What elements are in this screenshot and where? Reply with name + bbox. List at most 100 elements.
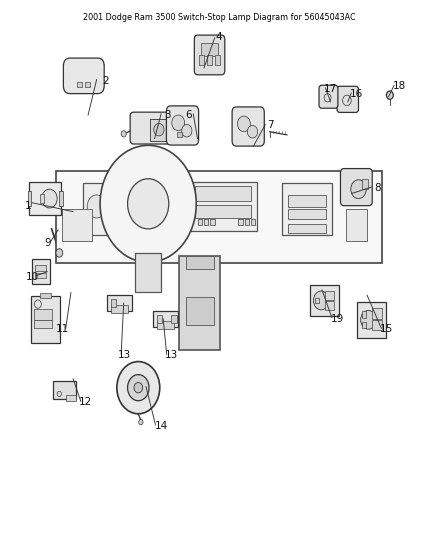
Bar	[157, 321, 173, 329]
Bar	[325, 290, 335, 300]
Circle shape	[314, 291, 329, 310]
Bar	[35, 265, 46, 271]
Bar	[362, 311, 366, 318]
Text: 18: 18	[392, 82, 406, 91]
Bar	[66, 395, 76, 401]
FancyBboxPatch shape	[337, 86, 358, 112]
Circle shape	[127, 375, 149, 401]
Text: 14: 14	[155, 421, 168, 431]
Bar	[288, 224, 326, 233]
Circle shape	[247, 125, 258, 138]
Text: 15: 15	[380, 324, 393, 334]
Bar	[288, 196, 326, 207]
Text: 12: 12	[79, 397, 92, 407]
Bar	[372, 308, 381, 319]
Text: 1: 1	[25, 201, 31, 212]
Text: 2: 2	[102, 76, 109, 86]
Bar	[186, 256, 214, 269]
Circle shape	[360, 310, 376, 329]
Bar	[325, 302, 335, 310]
Bar	[245, 219, 249, 225]
Bar	[372, 320, 381, 330]
Circle shape	[386, 91, 393, 99]
FancyBboxPatch shape	[166, 106, 198, 145]
Text: 4: 4	[215, 31, 223, 42]
Bar	[150, 119, 168, 141]
Bar	[59, 191, 63, 206]
Bar	[40, 194, 44, 203]
Bar	[35, 273, 46, 278]
Circle shape	[42, 189, 57, 208]
Bar	[251, 219, 255, 225]
Bar	[201, 43, 218, 56]
Bar	[157, 315, 162, 322]
Text: 19: 19	[330, 314, 344, 324]
Bar	[346, 208, 367, 241]
Bar	[362, 322, 366, 328]
Circle shape	[117, 361, 160, 414]
Bar	[315, 298, 319, 303]
Bar	[35, 320, 52, 328]
Bar	[171, 315, 177, 322]
Circle shape	[351, 180, 366, 199]
Bar	[111, 305, 127, 313]
Text: 2001 Dodge Ram 3500 Switch-Stop Lamp Diagram for 56045043AC: 2001 Dodge Ram 3500 Switch-Stop Lamp Dia…	[83, 13, 355, 22]
Bar	[190, 182, 257, 231]
Circle shape	[87, 195, 106, 218]
Bar	[83, 183, 128, 235]
Text: 7: 7	[267, 120, 274, 131]
Bar	[207, 55, 212, 65]
Bar	[283, 183, 332, 235]
Text: 13: 13	[165, 350, 178, 360]
FancyBboxPatch shape	[64, 58, 104, 94]
Text: 16: 16	[350, 89, 363, 99]
Bar	[32, 259, 50, 284]
Bar	[186, 296, 214, 325]
FancyBboxPatch shape	[194, 35, 225, 75]
Bar	[362, 179, 367, 189]
Bar	[135, 253, 161, 293]
Bar	[29, 182, 61, 215]
Bar	[35, 309, 52, 320]
Bar	[53, 381, 76, 399]
Bar	[210, 219, 215, 225]
Circle shape	[154, 123, 164, 136]
Bar	[288, 209, 326, 220]
Text: 13: 13	[118, 350, 131, 360]
Bar	[40, 293, 50, 298]
Bar	[310, 285, 339, 316]
FancyBboxPatch shape	[232, 107, 264, 146]
Bar	[198, 219, 202, 225]
Text: 3: 3	[164, 110, 171, 120]
Circle shape	[56, 249, 63, 257]
Circle shape	[100, 146, 196, 262]
Bar	[107, 295, 132, 311]
FancyBboxPatch shape	[130, 112, 175, 144]
Bar	[31, 296, 60, 343]
Circle shape	[104, 195, 123, 218]
Bar	[238, 219, 243, 225]
Text: 6: 6	[186, 110, 192, 120]
Bar	[179, 256, 220, 350]
Bar	[357, 302, 386, 337]
FancyBboxPatch shape	[340, 168, 372, 206]
Bar	[204, 219, 208, 225]
Bar	[77, 82, 82, 87]
Circle shape	[134, 383, 143, 393]
Bar	[153, 311, 178, 327]
Circle shape	[172, 115, 185, 131]
Bar	[28, 191, 31, 206]
Circle shape	[182, 124, 192, 137]
Bar	[215, 55, 220, 65]
Text: 11: 11	[56, 324, 69, 334]
Text: 8: 8	[374, 183, 381, 193]
FancyBboxPatch shape	[319, 85, 338, 108]
Circle shape	[127, 179, 169, 229]
Bar	[62, 208, 92, 241]
Bar	[195, 185, 251, 201]
Circle shape	[121, 131, 126, 137]
Bar	[195, 205, 251, 218]
Circle shape	[237, 116, 251, 132]
Circle shape	[139, 419, 143, 425]
Text: 10: 10	[26, 272, 39, 282]
